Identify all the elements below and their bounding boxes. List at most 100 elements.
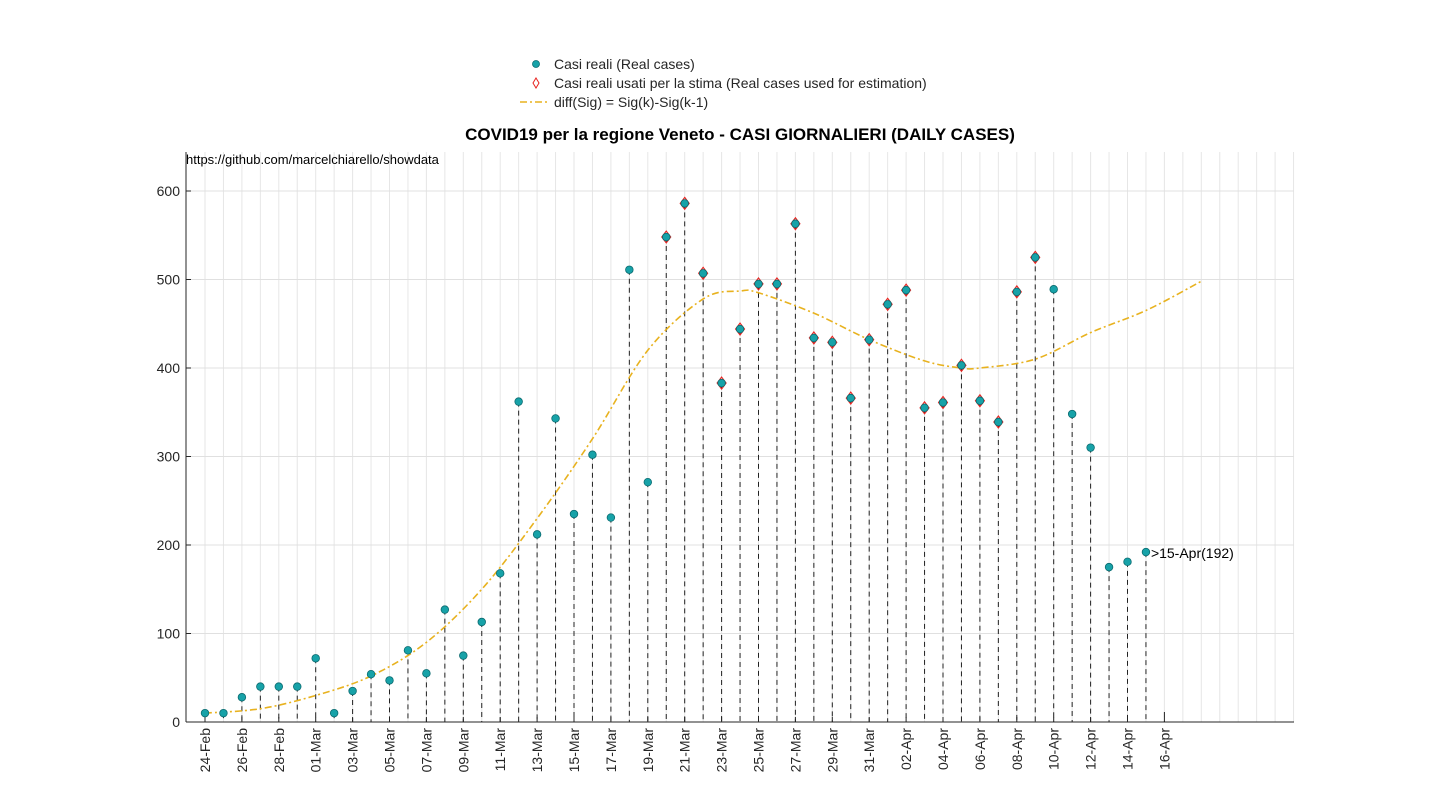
x-tick-label: 10-Apr xyxy=(1046,728,1062,770)
real-case-point xyxy=(459,651,468,660)
x-tick-label: 11-Mar xyxy=(492,728,508,772)
real-case-point xyxy=(477,617,486,627)
real-case-point xyxy=(274,682,283,691)
real-case-point xyxy=(680,199,689,208)
real-case-point xyxy=(200,708,210,718)
real-case-point xyxy=(920,403,929,413)
real-case-point xyxy=(625,265,634,274)
legend-marker-estimation-cases xyxy=(532,77,540,89)
y-tick-label: 100 xyxy=(157,626,181,642)
real-case-point xyxy=(1123,557,1132,567)
y-tick-label: 600 xyxy=(157,183,181,199)
x-tick-label: 16-Apr xyxy=(1156,728,1172,770)
real-case-point xyxy=(643,477,652,487)
x-tick-label: 23-Mar xyxy=(714,728,730,773)
real-case-point xyxy=(1012,287,1021,297)
x-tick-label: 19-Mar xyxy=(640,728,656,773)
real-case-point xyxy=(1031,253,1040,262)
real-case-point xyxy=(237,693,247,702)
real-case-point xyxy=(366,670,376,679)
real-case-point xyxy=(883,300,892,309)
real-case-point xyxy=(901,285,911,295)
fit-curve-line xyxy=(204,280,1202,714)
last-point-annotation: >15-Apr(192) xyxy=(1151,545,1234,561)
x-tick-label: 17-Mar xyxy=(603,728,619,773)
x-tick-label: 26-Feb xyxy=(234,728,250,773)
real-case-point xyxy=(569,509,579,519)
x-tick-label: 07-Mar xyxy=(418,728,434,773)
real-case-point xyxy=(994,417,1003,427)
real-case-point xyxy=(348,686,357,696)
real-case-point xyxy=(938,398,948,407)
real-case-point xyxy=(1067,409,1077,419)
real-case-point xyxy=(828,338,837,347)
real-case-point xyxy=(791,219,800,228)
real-case-point xyxy=(385,676,394,685)
x-tick-label: 25-Mar xyxy=(751,728,767,773)
real-case-point xyxy=(735,324,745,334)
x-tick-label: 15-Mar xyxy=(566,728,582,773)
real-case-point xyxy=(311,654,320,663)
x-tick-label: 13-Mar xyxy=(529,728,545,773)
y-tick-label: 0 xyxy=(172,714,180,730)
real-case-point xyxy=(551,414,560,423)
legend-marker-real-cases xyxy=(532,60,540,68)
x-tick-label: 21-Mar xyxy=(677,728,693,773)
real-case-point xyxy=(532,530,542,539)
real-case-point xyxy=(1141,547,1151,557)
real-case-point xyxy=(496,569,505,578)
x-tick-label: 09-Mar xyxy=(455,728,471,773)
real-case-point xyxy=(1086,443,1095,452)
real-case-point xyxy=(329,708,339,718)
real-case-point xyxy=(717,378,726,388)
x-tick-label: 27-Mar xyxy=(787,728,803,773)
y-tick-label: 200 xyxy=(157,537,181,553)
real-case-point xyxy=(957,361,966,370)
stem-lines xyxy=(204,203,1165,722)
x-tick-label: 28-Feb xyxy=(271,728,287,773)
data-points xyxy=(200,196,1151,718)
real-case-point xyxy=(975,396,985,405)
real-case-point xyxy=(698,269,708,278)
x-tick-label: 02-Apr xyxy=(898,728,914,770)
real-case-point xyxy=(606,513,616,522)
real-case-point xyxy=(588,450,597,459)
x-tick-label: 12-Apr xyxy=(1083,728,1099,770)
x-tick-label: 31-Mar xyxy=(861,728,877,773)
chart-title: COVID19 per la regione Veneto - CASI GIO… xyxy=(465,125,1015,144)
real-case-point xyxy=(256,682,265,691)
real-case-point xyxy=(219,708,228,718)
source-note: https://github.com/marcelchiarello/showd… xyxy=(186,152,440,167)
real-case-point xyxy=(809,333,819,343)
x-tick-label: 14-Apr xyxy=(1120,728,1136,770)
x-tick-label: 29-Mar xyxy=(824,728,840,773)
real-case-point xyxy=(514,397,523,406)
real-case-point xyxy=(772,279,782,289)
x-tick-label: 01-Mar xyxy=(308,728,324,773)
real-case-point xyxy=(662,232,671,242)
real-case-point xyxy=(422,669,431,678)
real-case-point xyxy=(403,646,413,655)
x-tick-label: 06-Apr xyxy=(972,728,988,770)
real-case-point xyxy=(865,335,874,344)
y-tick-label: 400 xyxy=(157,360,181,376)
real-case-point xyxy=(846,393,855,403)
x-tick-label: 08-Apr xyxy=(1009,728,1025,770)
x-tick-label: 24-Feb xyxy=(197,728,213,773)
real-case-point xyxy=(1049,285,1058,294)
x-tick-label: 03-Mar xyxy=(345,728,361,773)
legend-label-real-cases: Casi reali (Real cases) xyxy=(554,56,695,72)
legend: Casi reali (Real cases) Casi reali usati… xyxy=(520,56,927,110)
tick-labels: 0 100 200 300 400 500 600 24-Feb 26-Feb 28-Feb 01-… xyxy=(157,183,1173,772)
x-tick-label: 05-Mar xyxy=(382,728,398,773)
real-case-point xyxy=(754,279,763,289)
real-case-point xyxy=(440,605,450,614)
fit-curve xyxy=(204,280,1202,714)
x-tick-label: 04-Apr xyxy=(935,728,951,770)
legend-label-estimation-cases: Casi reali usati per la stima (Real case… xyxy=(554,75,927,91)
y-tick-label: 300 xyxy=(157,449,181,465)
y-tick-label: 500 xyxy=(157,272,181,288)
legend-label-fit-curve: diff(Sig) = Sig(k)-Sig(k-1) xyxy=(554,94,708,110)
real-case-point xyxy=(1104,562,1114,572)
